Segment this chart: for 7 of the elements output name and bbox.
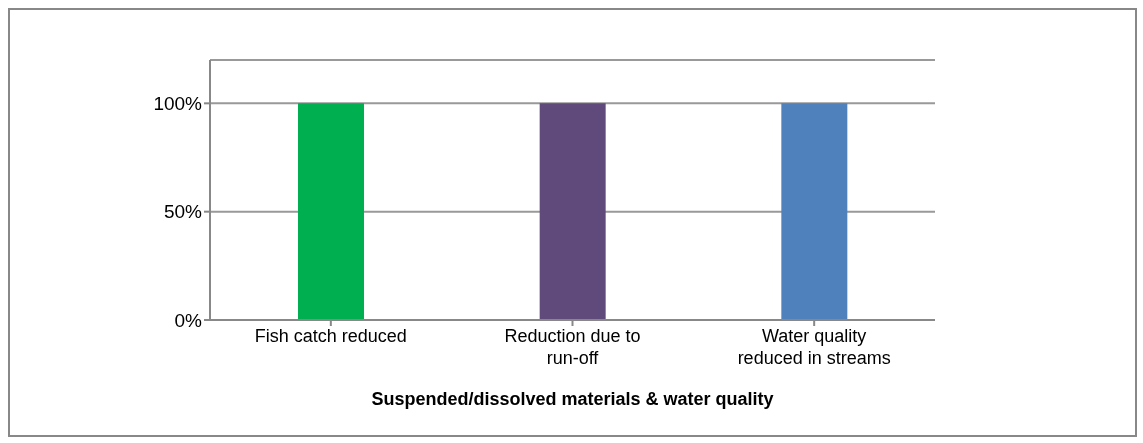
x-axis-title: Suspended/dissolved materials & water quality <box>371 389 774 409</box>
y-tick-label: 0% <box>174 309 203 331</box>
x-tick-label: Fish catch reduced <box>254 326 407 346</box>
y-tick-label: 100% <box>153 93 203 115</box>
x-tick-label: Water quality reduced in streams <box>737 326 891 368</box>
x-tick-label: Reduction due to run-off <box>504 326 641 368</box>
y-tick-label: 50% <box>163 201 203 223</box>
